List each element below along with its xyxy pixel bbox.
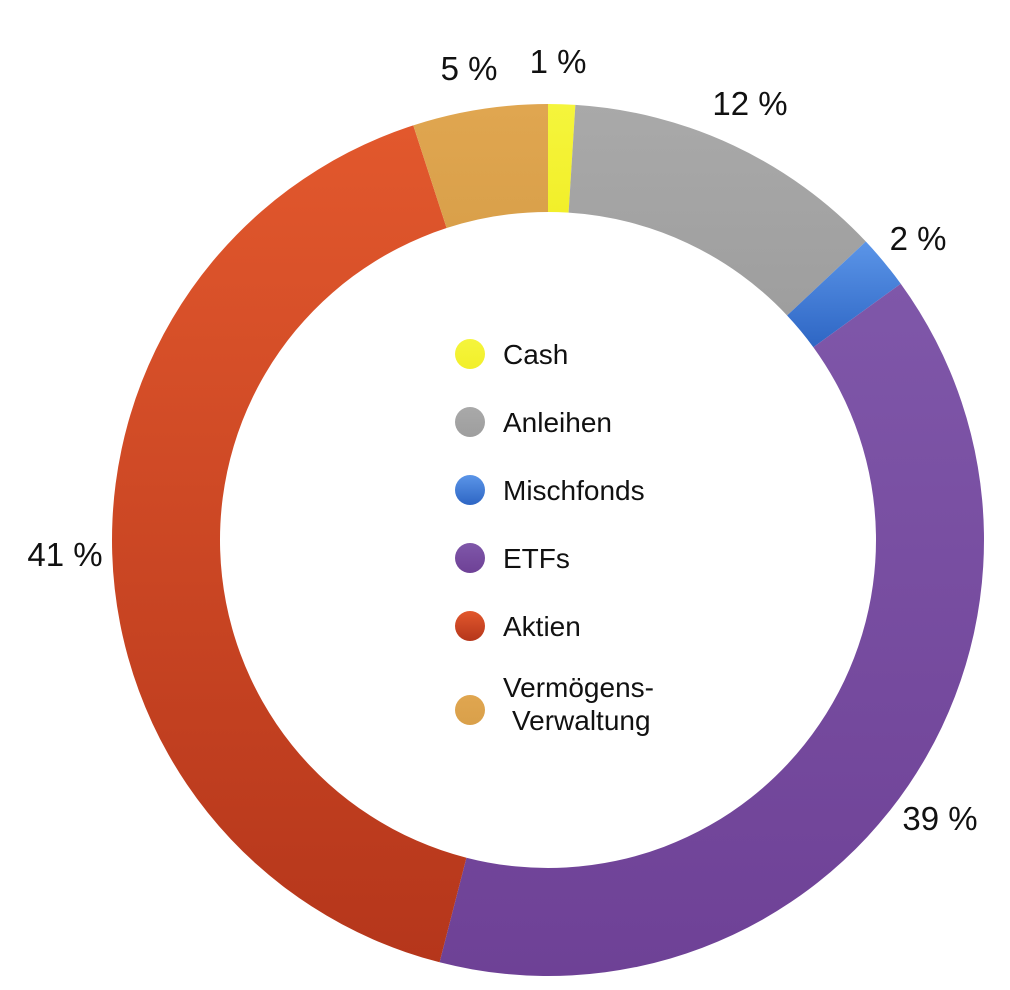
- legend: Cash Anleihen Mischfonds ETFs Aktien Vermögen…: [455, 339, 654, 736]
- slice-etfs: [439, 283, 984, 977]
- value-label-verm-gens-verwaltung: 5 %: [441, 50, 498, 87]
- legend-marker-etfs: [455, 543, 485, 573]
- slice-aktien: [112, 125, 467, 963]
- legend-label-cash: Cash: [503, 339, 568, 370]
- legend-marker-verm-gens-verwaltung: [455, 695, 485, 725]
- slices-group: [112, 104, 984, 977]
- legend-item-cash: Cash: [455, 339, 568, 370]
- legend-item-aktien: Aktien: [455, 611, 581, 642]
- value-label-anleihen: 12 %: [712, 85, 787, 122]
- legend-marker-aktien: [455, 611, 485, 641]
- legend-marker-anleihen: [455, 407, 485, 437]
- legend-item-anleihen: Anleihen: [455, 407, 612, 438]
- value-label-aktien: 41 %: [27, 536, 102, 573]
- legend-label-anleihen: Anleihen: [503, 407, 612, 438]
- legend-item-mischfonds: Mischfonds: [455, 475, 645, 506]
- slice-cash: [548, 104, 576, 213]
- legend-label-etfs: ETFs: [503, 543, 570, 574]
- value-label-cash: 1 %: [530, 43, 587, 80]
- value-label-etfs: 39 %: [902, 800, 977, 837]
- legend-label-verm-gens-verwaltung: Vermögens-Verwaltung: [503, 672, 654, 736]
- legend-item-verm-gens-verwaltung: Vermögens-Verwaltung: [455, 672, 654, 736]
- value-labels-group: 1 % 12 % 2 % 39 % 41 % 5 %: [27, 43, 977, 837]
- legend-label-mischfonds: Mischfonds: [503, 475, 645, 506]
- legend-item-etfs: ETFs: [455, 543, 570, 574]
- slice-anleihen: [568, 104, 866, 316]
- legend-marker-mischfonds: [455, 475, 485, 505]
- legend-label-aktien: Aktien: [503, 611, 581, 642]
- legend-marker-cash: [455, 339, 485, 369]
- slice-mischfonds: [787, 241, 901, 348]
- value-label-mischfonds: 2 %: [890, 220, 947, 257]
- slice-verm-gens-verwaltung: [413, 104, 548, 229]
